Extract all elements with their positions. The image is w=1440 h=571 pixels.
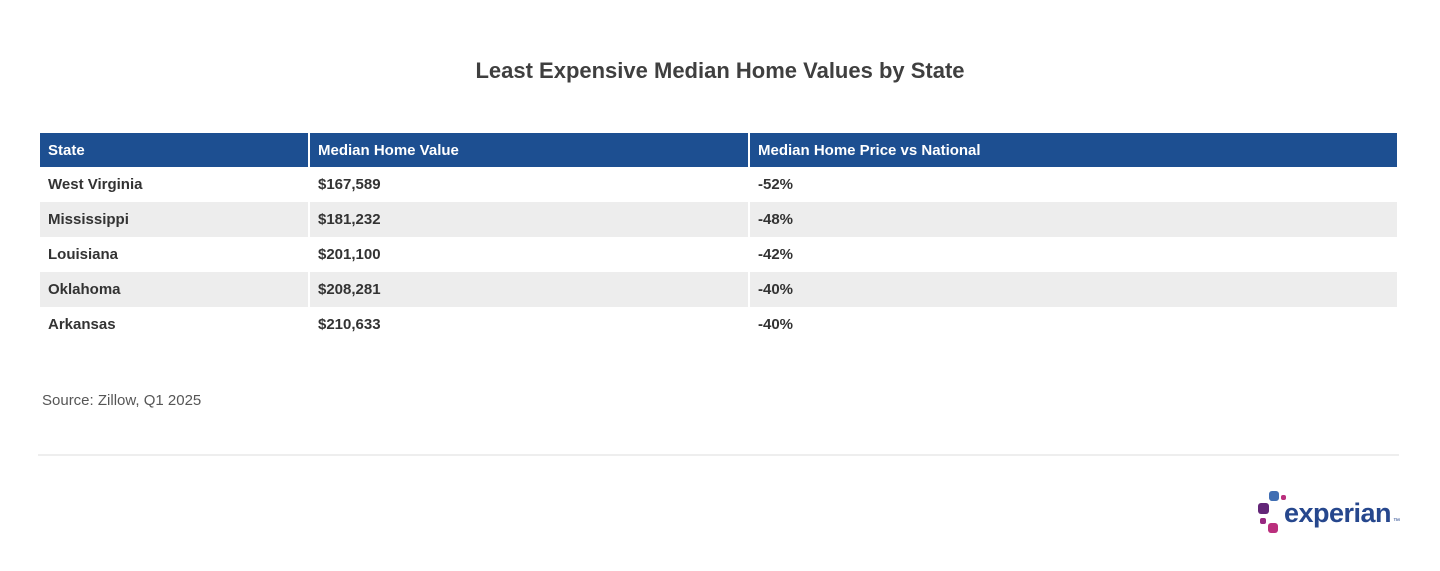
experian-logo-icon: [1256, 488, 1288, 538]
content-area: State Median Home Value Median Home Pric…: [38, 133, 1400, 538]
state-cell: Mississippi: [40, 202, 308, 237]
value-cell: $208,281: [310, 272, 748, 307]
table-row: Oklahoma $208,281 -40%: [40, 272, 1397, 307]
value-cell: $181,232: [310, 202, 748, 237]
column-header-median-home-value: Median Home Value: [310, 133, 748, 167]
footer-divider: [38, 454, 1399, 456]
home-values-table: State Median Home Value Median Home Pric…: [38, 133, 1399, 342]
trademark-symbol: ™: [1393, 518, 1400, 525]
logo-dot-purple-icon: [1259, 518, 1266, 524]
vs-national-cell: -52%: [750, 167, 1397, 202]
value-cell: $201,100: [310, 237, 748, 272]
experian-logo-text: experian: [1283, 498, 1392, 528]
chart-title: Least Expensive Median Home Values by St…: [475, 58, 965, 83]
source-note: Source: Zillow, Q1 2025: [42, 392, 202, 409]
value-cell: $167,589: [310, 167, 748, 202]
table-row: Louisiana $201,100 -42%: [40, 237, 1397, 272]
infographic: Least Expensive Median Home Values by St…: [38, 58, 1400, 538]
table-header-row: State Median Home Value Median Home Pric…: [40, 133, 1397, 167]
vs-national-cell: -42%: [750, 237, 1397, 272]
table-row: Mississippi $181,232 -48%: [40, 202, 1397, 237]
state-cell: Arkansas: [40, 307, 308, 342]
state-cell: Louisiana: [40, 237, 308, 272]
logo-block-purple-icon: [1257, 503, 1269, 514]
table-row: Arkansas $210,633 -40%: [40, 307, 1397, 342]
state-cell: Oklahoma: [40, 272, 308, 307]
logo-block-magenta-icon: [1267, 523, 1278, 533]
logo-dot-pink-icon: [1280, 495, 1286, 500]
vs-national-cell: -40%: [750, 307, 1397, 342]
logo-row: experian ™: [38, 488, 1400, 538]
vs-national-cell: -40%: [750, 272, 1397, 307]
value-cell: $210,633: [310, 307, 748, 342]
column-header-vs-national: Median Home Price vs National: [750, 133, 1397, 167]
column-header-state: State: [40, 133, 308, 167]
logo-block-blue-icon: [1268, 491, 1279, 501]
state-cell: West Virginia: [40, 167, 308, 202]
table-row: West Virginia $167,589 -52%: [40, 167, 1397, 202]
experian-logo: experian ™: [1256, 488, 1400, 538]
vs-national-cell: -48%: [750, 202, 1397, 237]
